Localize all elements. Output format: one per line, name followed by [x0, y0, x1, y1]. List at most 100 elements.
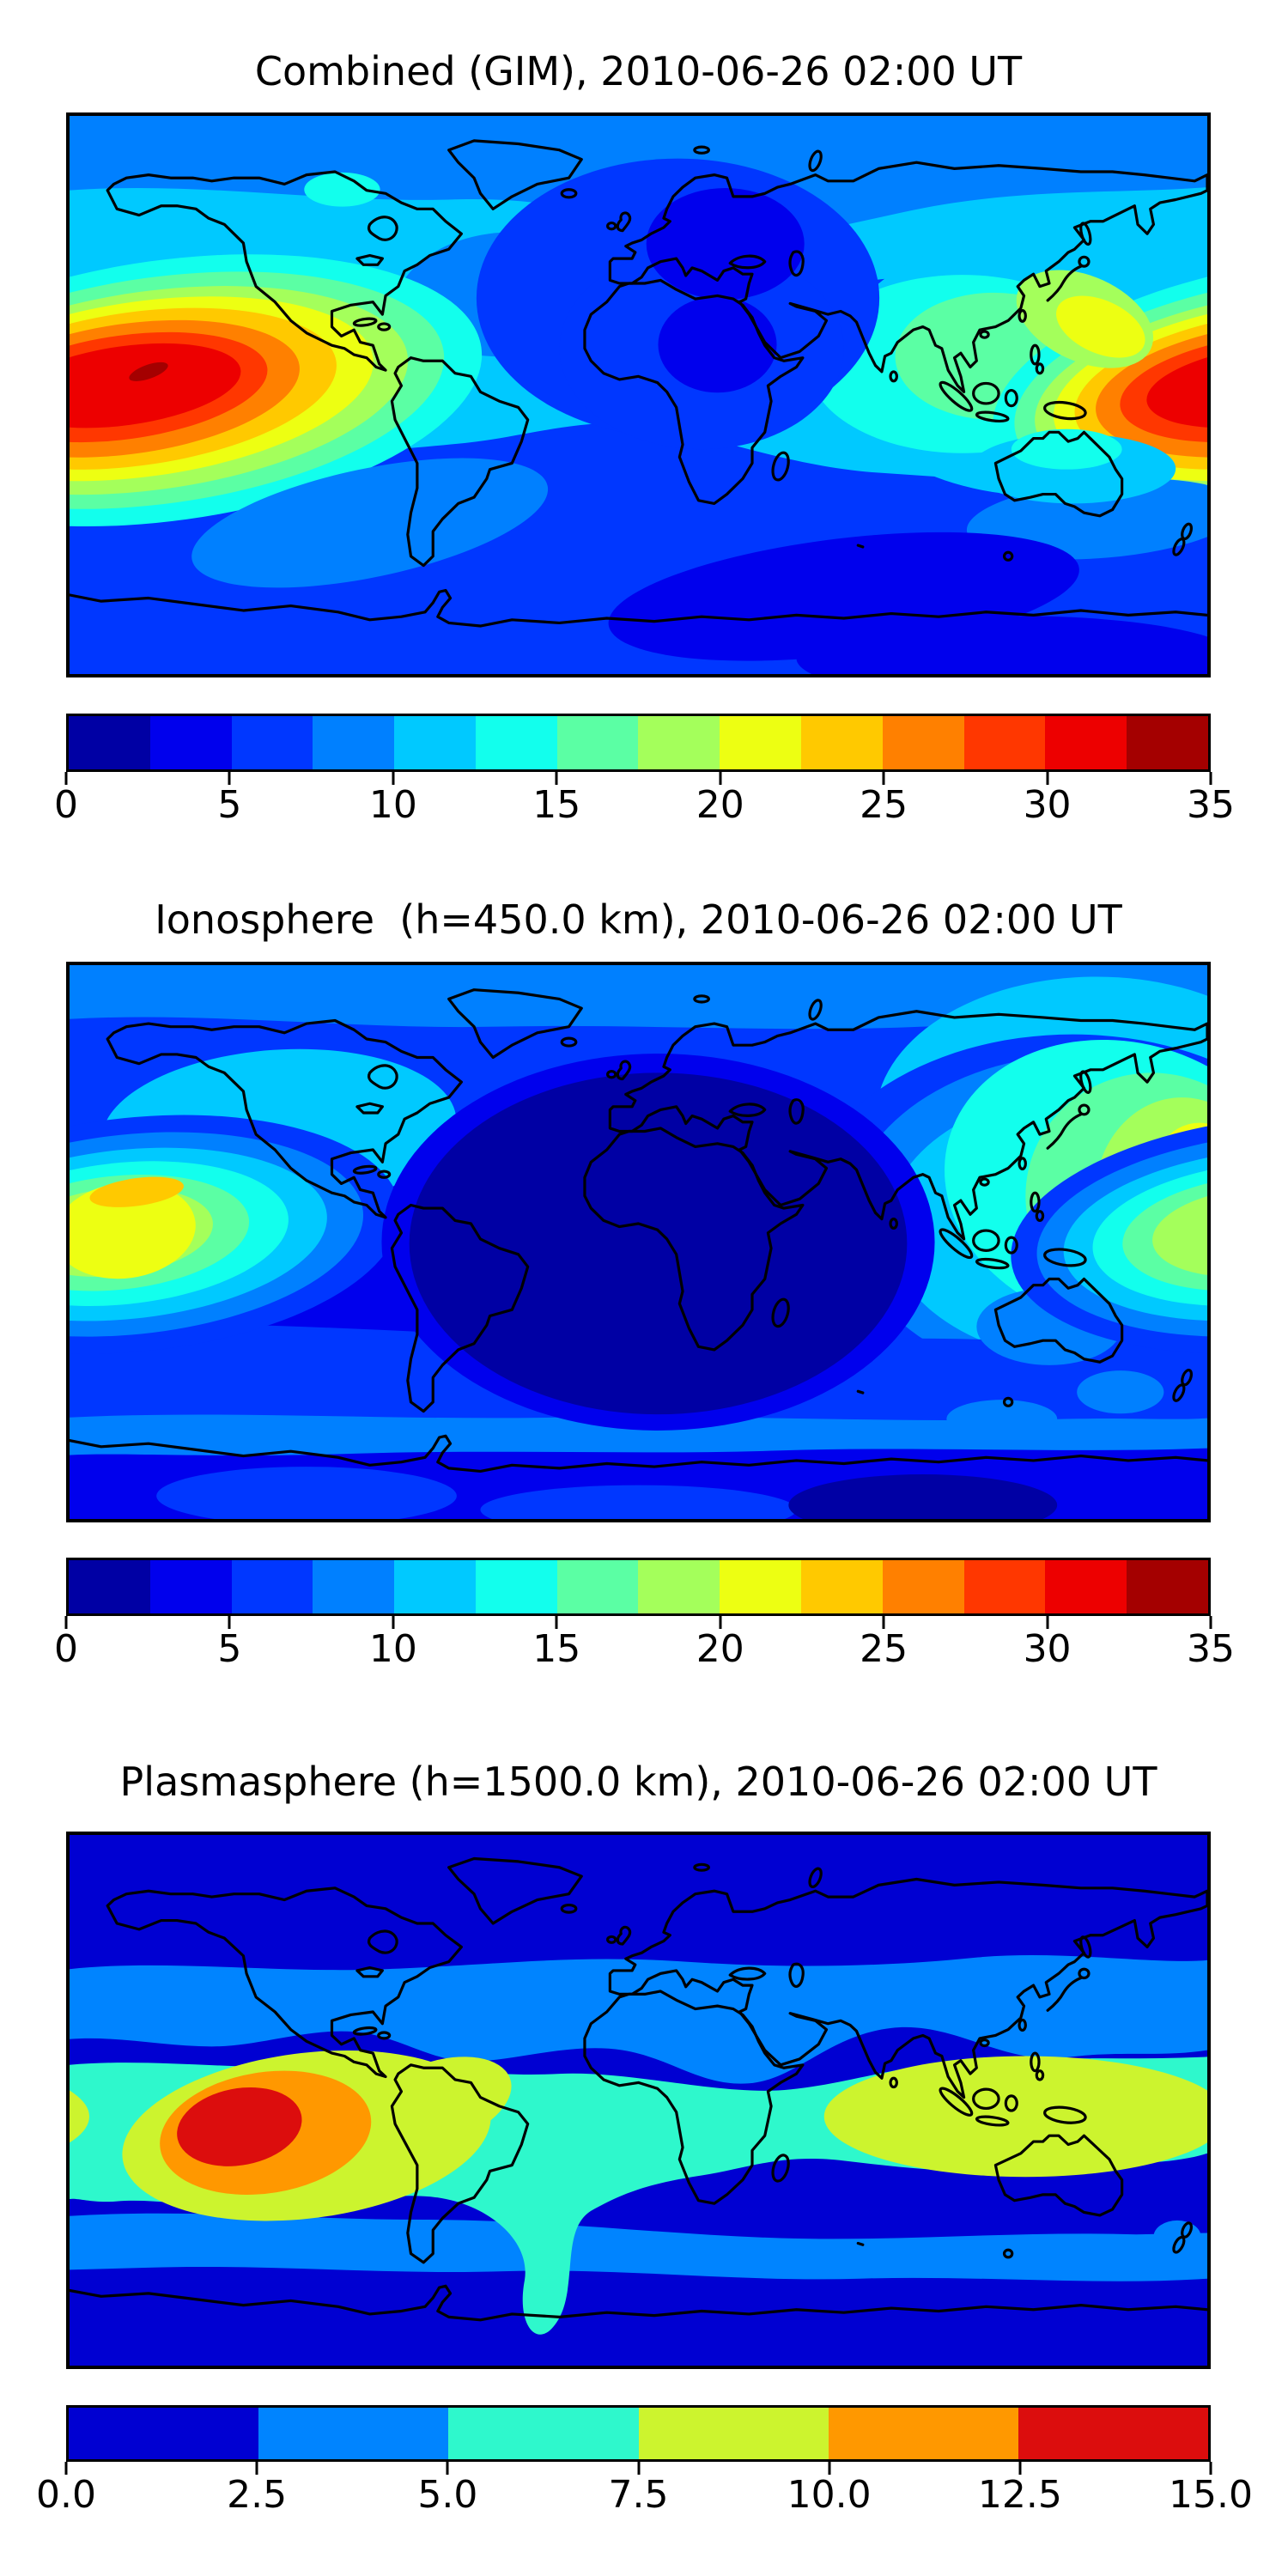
colorbar-segment — [475, 716, 557, 769]
colorbar-tick — [255, 2462, 258, 2475]
colorbar-segment — [69, 2408, 259, 2459]
contour-bands — [70, 1835, 1207, 2366]
colorbar-tick — [1046, 1616, 1049, 1629]
map-combined — [66, 112, 1211, 677]
colorbar-tick — [555, 772, 558, 785]
colorbar-tick — [828, 2462, 831, 2475]
contour-field-plasmasphere — [70, 1835, 1207, 2366]
colorbar-segment — [394, 716, 476, 769]
colorbar-tick — [719, 1616, 722, 1629]
colorbar-tick-label: 5.0 — [417, 2473, 478, 2517]
colorbar-tick — [228, 1616, 231, 1629]
colorbar-segment — [313, 1560, 395, 1613]
colorbar-ticks-ionosphere — [64, 1616, 1212, 1630]
colorbar-segment — [720, 1560, 802, 1613]
colorbar-segment — [638, 2408, 829, 2459]
colorbar-tick-label: 20 — [696, 783, 744, 827]
colorbar-tick — [64, 2462, 68, 2475]
colorbar-tick-label: 30 — [1023, 783, 1072, 827]
map-plasmasphere — [66, 1832, 1211, 2369]
colorbar-tick — [1209, 2462, 1212, 2475]
colorbar-segment — [963, 716, 1046, 769]
colorbar-tick-label: 2.5 — [227, 2473, 288, 2517]
colorbar-labels-plasmasphere: 0.0 2.5 5.0 7.5 10.0 12.5 15.0 — [36, 2473, 1253, 2519]
colorbar-segment — [556, 1560, 639, 1613]
colorbar-segment — [556, 716, 639, 769]
colorbar-segment — [448, 2408, 639, 2459]
colorbar-tick-label: 0 — [54, 1627, 78, 1671]
colorbar-tick — [446, 2462, 449, 2475]
colorbar-tick-label: 25 — [860, 783, 908, 827]
colorbar-tick-label: 12.5 — [977, 2473, 1062, 2517]
colorbar-tick — [882, 1616, 885, 1629]
colorbar-tick — [1209, 772, 1212, 785]
colorbar-tick-label: 10.0 — [787, 2473, 872, 2517]
colorbar-segment — [69, 716, 150, 769]
colorbar-segment — [801, 1560, 883, 1613]
colorbar-tick — [392, 1616, 395, 1629]
colorbar-segment — [1018, 2408, 1209, 2459]
colorbar-segment — [1045, 716, 1127, 769]
colorbar-segment — [720, 716, 802, 769]
colorbar-tick — [637, 2462, 640, 2475]
colorbar-segment — [638, 716, 720, 769]
colorbar-segment — [149, 1560, 232, 1613]
colorbar-combined — [66, 714, 1211, 772]
colorbar-tick-label: 5 — [217, 1627, 242, 1671]
contour-field-ionosphere — [70, 965, 1207, 1519]
colorbar-segment — [258, 2408, 449, 2459]
colorbar-tick-label: 30 — [1023, 1627, 1072, 1671]
colorbar-segment — [313, 716, 395, 769]
colorbar-ticks-combined — [64, 772, 1212, 786]
colorbar-tick — [228, 772, 231, 785]
colorbar-tick — [392, 772, 395, 785]
colorbar-tick-label: 25 — [860, 1627, 908, 1671]
colorbar-tick-label: 5 — [217, 783, 242, 827]
colorbar-tick-label: 20 — [696, 1627, 744, 1671]
colorbar-tick-label: 0.0 — [36, 2473, 96, 2517]
colorbar-labels-ionosphere: 0 5 10 15 20 25 30 35 — [54, 1627, 1235, 1674]
colorbar-tick — [555, 1616, 558, 1629]
colorbar-plasmasphere — [66, 2405, 1211, 2462]
colorbar-tick-label: 15 — [532, 1627, 581, 1671]
colorbar-tick — [64, 1616, 68, 1629]
colorbar-tick — [882, 772, 885, 785]
colorbar-segment — [69, 1560, 150, 1613]
colorbar-segment — [801, 716, 883, 769]
colorbar-segment — [231, 1560, 313, 1613]
colorbar-segment — [1127, 716, 1208, 769]
colorbar-tick-label: 0 — [54, 783, 78, 827]
colorbar-segment — [963, 1560, 1046, 1613]
colorbar-ticks-plasmasphere — [64, 2462, 1212, 2476]
colorbar-tick — [64, 772, 68, 785]
colorbar-segment — [828, 2408, 1018, 2459]
panel-title-combined: Combined (GIM), 2010-06-26 02:00 UT — [254, 48, 1023, 94]
colorbar-tick — [1209, 1616, 1212, 1629]
colorbar-tick-label: 35 — [1187, 783, 1235, 827]
contour-bands — [70, 965, 1207, 1519]
colorbar-segment — [882, 716, 964, 769]
colorbar-tick-label: 7.5 — [608, 2473, 669, 2517]
colorbar-tick — [1018, 2462, 1022, 2475]
colorbar-tick-label: 10 — [368, 783, 417, 827]
colorbar-tick-label: 15 — [532, 783, 581, 827]
colorbar-segment — [1045, 1560, 1127, 1613]
contour-field-combined — [70, 116, 1207, 674]
colorbar-labels-combined: 0 5 10 15 20 25 30 35 — [54, 783, 1235, 829]
colorbar-segment — [882, 1560, 964, 1613]
colorbar-tick-label: 35 — [1187, 1627, 1235, 1671]
contour-bands — [70, 116, 1207, 674]
colorbar-ionosphere — [66, 1558, 1211, 1616]
colorbar-segment — [394, 1560, 476, 1613]
colorbar-segment — [1127, 1560, 1208, 1613]
colorbar-tick — [1046, 772, 1049, 785]
colorbar-segment — [149, 716, 232, 769]
panel-title-ionosphere: Ionosphere (h=450.0 km), 2010-06-26 02:0… — [155, 896, 1122, 943]
map-ionosphere — [66, 962, 1211, 1522]
colorbar-segment — [231, 716, 313, 769]
colorbar-tick-label: 10 — [368, 1627, 417, 1671]
colorbar-tick-label: 15.0 — [1169, 2473, 1253, 2517]
colorbar-tick — [719, 772, 722, 785]
colorbar-segment — [475, 1560, 557, 1613]
